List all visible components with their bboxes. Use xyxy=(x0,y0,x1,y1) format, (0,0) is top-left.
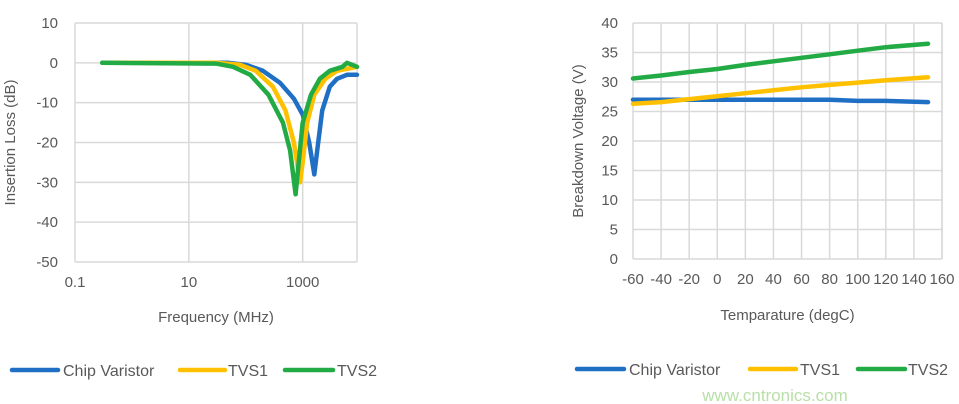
y-tick-label: -20 xyxy=(36,135,58,152)
x-tick-label: 0.1 xyxy=(65,274,86,291)
legend-label: TVS1 xyxy=(228,363,268,380)
y-tick-label: 30 xyxy=(601,74,618,91)
x-tick-label: -40 xyxy=(650,271,672,288)
y-axis-label: Breakdown Voltage (V) xyxy=(570,64,587,217)
y-axis-label: Insertion Loss (dB) xyxy=(2,80,19,206)
x-tick-label: -60 xyxy=(622,271,644,288)
y-tick-label: 35 xyxy=(601,45,618,62)
x-tick-label: 140 xyxy=(901,271,926,288)
x-tick-label: 60 xyxy=(793,271,810,288)
y-tick-label: 0 xyxy=(50,55,58,72)
y-tick-label: 40 xyxy=(601,15,618,32)
x-tick-label: 120 xyxy=(873,271,898,288)
y-tick-label: -30 xyxy=(36,174,58,191)
x-axis-label: Frequency (MHz) xyxy=(158,309,274,326)
series-line-tvs1 xyxy=(630,75,931,107)
y-tick-label: 5 xyxy=(610,222,618,239)
y-tick-label: 10 xyxy=(601,192,618,209)
legend-label: Chip Varistor xyxy=(63,363,155,380)
y-tick-label: 20 xyxy=(601,133,618,150)
x-tick-label: 160 xyxy=(929,271,954,288)
x-tick-label: 0 xyxy=(713,271,721,288)
watermark: www.cntronics.com xyxy=(701,386,847,404)
series-line-tvs2 xyxy=(630,41,931,81)
x-tick-label: 100 xyxy=(845,271,870,288)
y-tick-label: 0 xyxy=(610,251,618,268)
x-tick-label: -20 xyxy=(678,271,700,288)
legend-label: TVS1 xyxy=(800,362,840,379)
legend-label: Chip Varistor xyxy=(629,362,721,379)
y-tick-label: -10 xyxy=(36,95,58,112)
y-tick-label: 10 xyxy=(41,15,58,32)
series-line-tvs2 xyxy=(99,60,360,197)
x-tick-label: 10 xyxy=(180,274,197,291)
y-tick-label: 25 xyxy=(601,104,618,121)
legend-label: TVS2 xyxy=(337,363,377,380)
x-axis-label: Temparature (degC) xyxy=(720,307,854,324)
y-tick-label: -40 xyxy=(36,214,58,231)
y-tick-label: -50 xyxy=(36,254,58,271)
x-tick-label: 40 xyxy=(765,271,782,288)
x-tick-label: 80 xyxy=(821,271,838,288)
legend-label: TVS2 xyxy=(908,362,948,379)
y-tick-label: 15 xyxy=(601,163,618,180)
x-tick-label: 20 xyxy=(737,271,754,288)
x-tick-label: 1000 xyxy=(286,274,319,291)
